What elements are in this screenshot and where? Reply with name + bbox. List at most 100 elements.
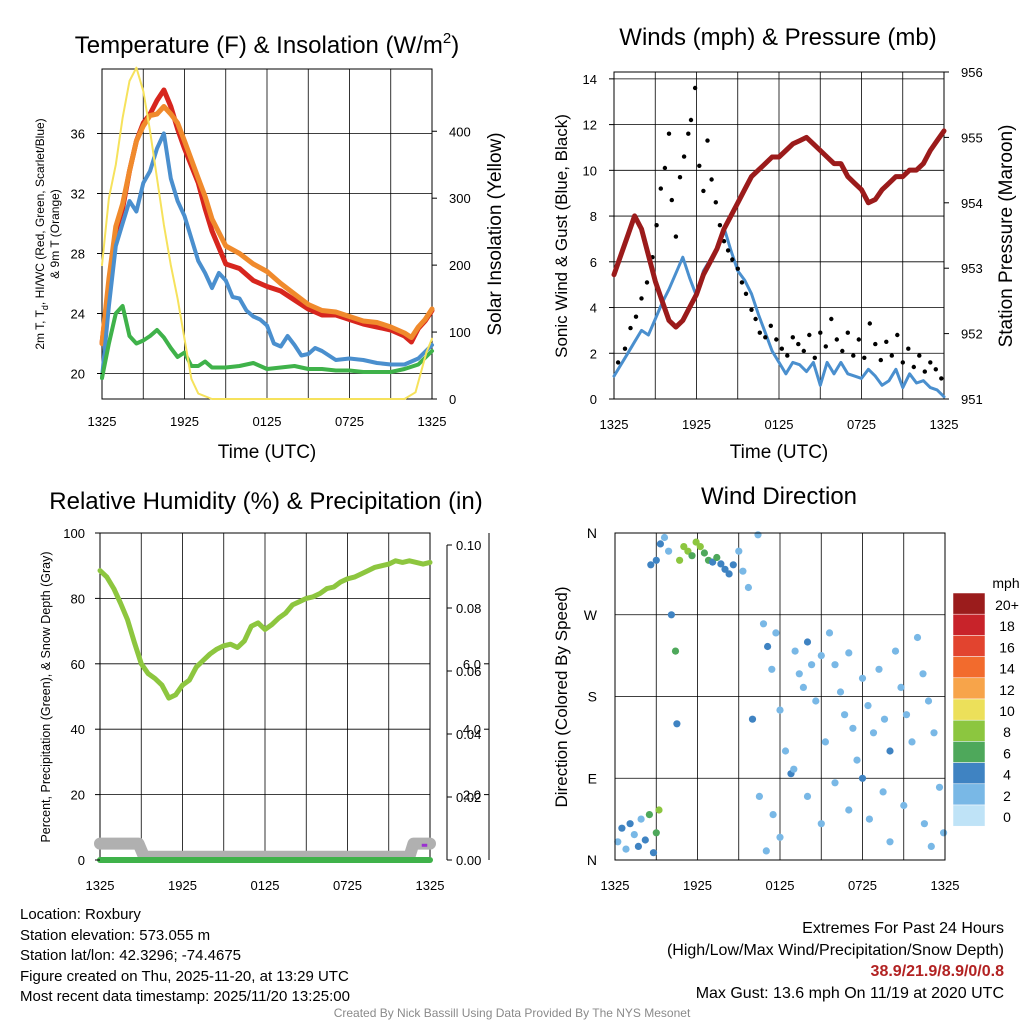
direction-point (924, 697, 933, 705)
direction-point (614, 838, 622, 846)
extremes-values: 38.9/21.9/8.9/0/0.8 (870, 963, 1004, 980)
winds-series (611, 85, 947, 399)
gust-point (658, 186, 663, 191)
gust-point (730, 257, 735, 262)
direction-point (920, 820, 929, 828)
humidity-x-tick-labels: 1325 1925 0125 0725 1325 (86, 878, 445, 893)
gust-point (818, 330, 823, 335)
x-tick-label: 0125 (766, 878, 795, 893)
legend-label: 16 (999, 639, 1015, 655)
wind-direction-x-tick-labels: 1325 1925 0125 0725 1325 (601, 878, 960, 893)
direction-tick-label: E (588, 770, 597, 786)
y-right-tick-label: 0 (449, 392, 456, 407)
direction-point (700, 549, 709, 557)
gust-point (911, 364, 916, 370)
gust-point (933, 367, 938, 372)
winds-x-tick-labels: 1325 1925 0125 0725 1325 (600, 417, 959, 432)
y-right-tick-label: 300 (449, 191, 471, 206)
gust-point (644, 280, 650, 285)
direction-point (781, 747, 790, 755)
max-gust-text: Max Gust: 13.6 mph On 11/19 at 2020 UTC (695, 984, 1004, 1002)
direction-point (721, 565, 729, 573)
direction-point (656, 540, 665, 548)
y-left-tick-label: 36 (71, 127, 85, 142)
direction-point (891, 647, 900, 655)
series-line-yellow (101, 66, 433, 400)
series-line-blue (612, 226, 946, 399)
gust-point (867, 321, 872, 326)
humidity-y-left-label: Percent, Precipitation (Green), & Snow D… (39, 551, 53, 842)
gust-point (779, 346, 784, 351)
direction-tick-label: N (587, 852, 597, 868)
direction-point (649, 849, 658, 857)
gust-point (917, 353, 922, 358)
x-tick-label: 1325 (601, 878, 630, 893)
snow-tick-label: 6.0 (463, 657, 481, 672)
direction-point (919, 670, 927, 678)
direction-point (688, 552, 696, 560)
direction-point (692, 538, 700, 546)
gust-point (681, 154, 687, 159)
direction-point (744, 583, 753, 592)
gust-point (654, 223, 659, 228)
humidity-chart-title: Relative Humidity (%) & Precipitation (i… (49, 488, 482, 515)
gust-point (851, 353, 856, 358)
direction-point (836, 688, 845, 696)
legend-label: 18 (999, 618, 1015, 634)
speed-legend-title: mph (992, 575, 1019, 591)
direction-point (676, 556, 684, 564)
direction-point (799, 683, 808, 692)
direction-point (618, 824, 626, 832)
direction-point (908, 738, 916, 746)
gust-point (735, 266, 740, 271)
x-tick-label: 1325 (931, 878, 960, 893)
station-info: Location: Roxbury Station elevation: 573… (20, 905, 350, 1008)
gust-point (823, 344, 828, 349)
elevation-text: Station elevation: 573.055 m (20, 926, 211, 944)
gust-point (677, 175, 683, 180)
snow-tick-label: 2.0 (463, 788, 481, 803)
gust-point (639, 296, 644, 301)
gust-point (768, 323, 773, 328)
legend-label: 14 (999, 661, 1015, 677)
gust-point (785, 353, 790, 358)
gust-point (701, 188, 706, 194)
gust-point (878, 357, 883, 363)
direction-point (858, 774, 867, 782)
gust-point (801, 348, 806, 354)
direction-point (875, 665, 883, 673)
y-left-tick-label: 24 (71, 307, 85, 322)
y-right-tick-label: 952 (961, 327, 983, 342)
temperature-x-axis-label: Time (UTC) (218, 442, 317, 463)
x-tick-label: 1325 (600, 417, 629, 432)
y-left-tick-label: 32 (71, 187, 85, 202)
speed-legend: 20+ 18 16 14 12 10 8 6 4 2 0 (952, 592, 1019, 827)
direction-point (817, 652, 825, 660)
direction-point (935, 783, 944, 791)
series-line-green (100, 304, 434, 380)
direction-point (768, 665, 776, 673)
gust-point (928, 360, 933, 365)
credit-text: Created By Nick Bassill Using Data Provi… (333, 1006, 691, 1020)
direction-tick-label: W (584, 607, 598, 623)
legend-label: 2 (1003, 788, 1011, 804)
x-tick-label: 0125 (765, 417, 794, 432)
legend-swatch (952, 783, 986, 806)
gust-point (673, 234, 679, 239)
precip-tick-label: 0.02 (456, 790, 481, 805)
y-left-tick-label: 20 (71, 788, 85, 803)
direction-point (849, 724, 857, 732)
direction-point (927, 842, 935, 851)
direction-point (647, 561, 655, 569)
winds-y-left-label: Sonic Wind & Gust (Blue, Black) (552, 114, 571, 358)
legend-label: 6 (1003, 745, 1011, 761)
wind-direction-plot-frame (614, 532, 946, 861)
wind-direction-y-label: Direction (Colored By Speed) (552, 586, 571, 807)
gust-point (686, 131, 691, 136)
direction-point (626, 820, 634, 828)
direction-point (913, 633, 922, 642)
temperature-gridlines (102, 69, 432, 399)
x-tick-label: 1325 (86, 878, 115, 893)
gust-point (757, 330, 762, 335)
direction-point (713, 553, 721, 562)
